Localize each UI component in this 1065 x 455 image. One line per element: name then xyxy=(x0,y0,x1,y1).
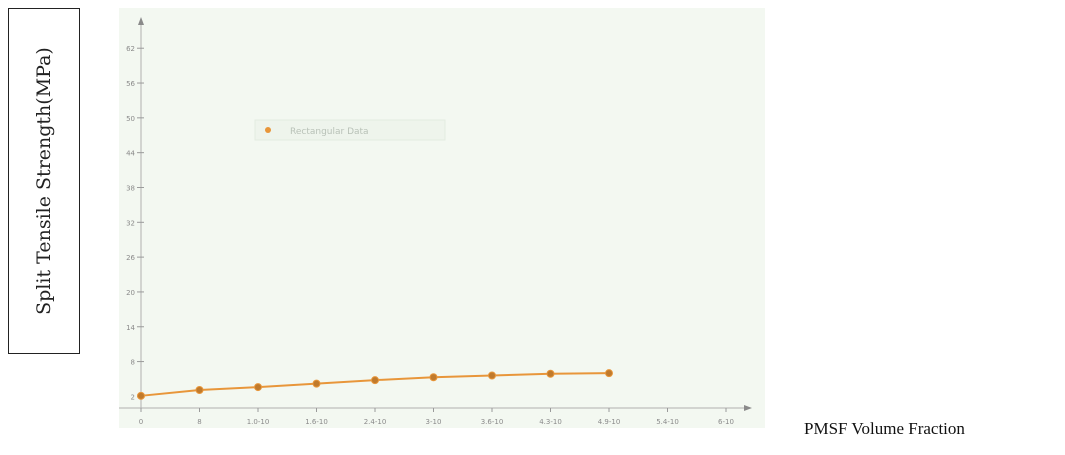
data-point xyxy=(488,371,496,380)
data-point xyxy=(429,373,438,382)
x-tick-label: 2.4-10 xyxy=(364,418,387,426)
x-axis-arrow xyxy=(744,405,752,411)
x-tick-label: 4.9-10 xyxy=(598,418,621,426)
y-tick-label: 32 xyxy=(126,219,135,227)
y-tick-label: 2 xyxy=(131,393,135,401)
plot-area xyxy=(119,8,765,428)
y-tick-label: 50 xyxy=(126,115,135,123)
x-tick-label: 4.3-10 xyxy=(539,418,562,426)
axes xyxy=(119,17,752,411)
legend-marker xyxy=(265,127,271,133)
data-point xyxy=(254,383,262,392)
y-tick-label: 26 xyxy=(126,254,135,262)
x-tick-label: 1.0-10 xyxy=(247,418,270,426)
data-point xyxy=(312,379,321,388)
x-tick-label: 3.6-10 xyxy=(481,418,504,426)
x-tick-label: 1.6-10 xyxy=(305,418,328,426)
x-tick-label: 0 xyxy=(139,418,143,426)
data-point xyxy=(546,369,555,378)
y-tick-label: 44 xyxy=(126,150,135,158)
y-tick-label: 56 xyxy=(126,80,135,88)
y-tick-label: 62 xyxy=(126,45,135,53)
x-tick-label: 6-10 xyxy=(718,418,734,426)
y-ticks: 2 8 14 20 26 32 38 44 50 56 62 xyxy=(126,45,144,401)
data-point xyxy=(195,386,204,395)
y-tick-label: 8 xyxy=(131,359,135,367)
data-point xyxy=(371,376,379,385)
x-tick-label: 3-10 xyxy=(426,418,442,426)
x-tick-label: 5.4-10 xyxy=(656,418,679,426)
legend-box xyxy=(254,119,446,141)
y-axis-label-box: Split Tensile Strength(MPa) xyxy=(8,8,80,354)
x-tick-label: 8 xyxy=(197,418,201,426)
y-tick-label: 20 xyxy=(126,289,135,297)
x-axis-label: PMSF Volume Fraction xyxy=(804,419,965,438)
legend: Rectangular Data xyxy=(254,119,446,141)
y-tick-label: 38 xyxy=(126,184,135,192)
legend-label: Rectangular Data xyxy=(290,127,369,137)
series-group xyxy=(137,369,613,400)
data-point xyxy=(605,369,613,378)
x-ticks: 0 8 1.0-10 1.6-10 2.4-10 3-10 3.6-10 4.3-10 4.9-… xyxy=(139,408,734,426)
data-point xyxy=(137,391,145,400)
y-axis-arrow xyxy=(138,17,144,25)
y-tick-label: 14 xyxy=(126,324,135,332)
